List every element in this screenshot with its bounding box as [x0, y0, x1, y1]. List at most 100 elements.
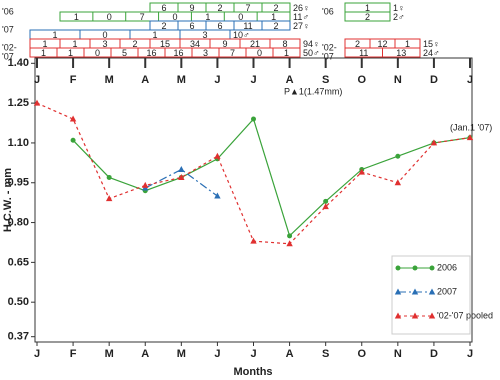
top-month-label: J — [34, 74, 40, 86]
count-total: 15♀ — [423, 39, 440, 49]
count-cell: 2 — [132, 39, 137, 49]
series-line — [72, 117, 471, 237]
point — [358, 168, 365, 175]
point — [429, 265, 435, 271]
count-cell: 0 — [95, 48, 100, 58]
point — [70, 137, 76, 143]
x-tick-label: D — [430, 348, 438, 360]
top-month-label: S — [322, 74, 329, 86]
top-month-label: D — [430, 74, 438, 86]
count-cell: 1 — [68, 48, 73, 58]
count-cell: 1 — [74, 12, 79, 22]
count-cell: 12 — [377, 39, 387, 49]
x-tick-label: O — [357, 348, 366, 360]
point — [250, 237, 257, 244]
x-tick-label: M — [105, 348, 114, 360]
y-axis-title: H.C.W. - mm — [2, 168, 14, 232]
point — [411, 312, 419, 319]
x-tick-label: S — [322, 348, 329, 360]
point — [214, 192, 221, 199]
y-tick-label: 1.25 — [8, 97, 29, 109]
point — [251, 116, 256, 122]
top-month-label: O — [357, 74, 366, 86]
count-label: '06 — [322, 6, 334, 16]
count-cell: 2 — [161, 21, 166, 31]
count-total: 26♀ — [293, 3, 310, 13]
point — [428, 312, 436, 319]
count-cell: 15 — [160, 39, 170, 49]
y-tick-label: 0.37 — [8, 331, 29, 343]
count-cell: 2 — [355, 39, 360, 49]
legend-label: 2007 — [437, 286, 457, 296]
x-tick-label: A — [286, 348, 294, 360]
count-cell: 8 — [282, 39, 287, 49]
count-cell: 6 — [189, 21, 194, 31]
count-label: '02- — [2, 42, 17, 52]
count-row — [344, 11, 391, 22]
count-cell: 0 — [172, 12, 177, 22]
y-tick-label: 1.40 — [8, 57, 29, 69]
count-cell: 16 — [146, 48, 156, 58]
count-cell: 3 — [102, 39, 107, 49]
y-tick-label: 0.80 — [8, 216, 29, 228]
count-cell: 21 — [250, 39, 260, 49]
count-total: 94♀ — [303, 39, 320, 49]
x-tick-label: M — [177, 348, 186, 360]
count-total: 27♀ — [293, 21, 310, 31]
count-cell: 0 — [257, 48, 262, 58]
point — [322, 203, 329, 210]
count-cell: 16 — [173, 48, 183, 58]
top-month-label: J — [250, 74, 256, 86]
count-cell: 2 — [365, 12, 370, 22]
x-axis-title: Months — [233, 366, 272, 378]
count-cell: 11 — [243, 21, 252, 31]
top-month-label: J — [214, 74, 220, 86]
count-cell: 1 — [365, 3, 370, 13]
point — [394, 312, 402, 319]
point — [394, 288, 402, 295]
annotation: (Jan.1 '07) — [450, 122, 492, 132]
count-cell: 3 — [203, 48, 208, 58]
count-total: 24♂ — [423, 48, 440, 58]
count-cell: 1 — [72, 39, 77, 49]
count-cell: 1 — [52, 30, 57, 40]
x-tick-label: A — [141, 348, 149, 360]
count-cell: 1 — [152, 30, 157, 40]
count-total: 11♂ — [293, 12, 309, 22]
count-cell: 1 — [41, 48, 46, 58]
count-cell: 1 — [205, 12, 210, 22]
top-month-label: A — [141, 74, 149, 86]
count-cell: 2 — [273, 3, 278, 13]
count-cell: 2 — [273, 21, 278, 31]
count-total: 10♂ — [233, 30, 250, 40]
point — [287, 233, 293, 239]
point — [69, 115, 77, 122]
point — [105, 195, 113, 202]
count-label: '06 — [2, 6, 14, 16]
point — [412, 265, 418, 271]
count-cell: 0 — [102, 30, 107, 40]
point — [178, 173, 185, 180]
count-cell: 1 — [42, 39, 47, 49]
count-cell: 7 — [245, 3, 250, 13]
top-month-label: F — [70, 74, 77, 86]
legend-label: 2006 — [437, 262, 457, 272]
point — [394, 179, 402, 186]
point — [33, 99, 41, 106]
count-cell: 13 — [396, 48, 406, 58]
y-tick-label: 0.50 — [8, 296, 29, 308]
count-cell: 6 — [217, 21, 222, 31]
point — [323, 198, 329, 204]
top-month-label: M — [177, 74, 186, 86]
count-cell: 0 — [238, 12, 243, 22]
point — [466, 134, 474, 141]
count-label: '02- — [322, 42, 337, 52]
count-cell: 1 — [405, 39, 410, 49]
count-cell: 1 — [271, 12, 276, 22]
x-tick-label: J — [214, 348, 220, 360]
count-total: 2♂ — [393, 12, 405, 22]
series-line — [144, 168, 218, 197]
y-tick-label: 1.10 — [8, 137, 29, 149]
point — [178, 165, 185, 172]
